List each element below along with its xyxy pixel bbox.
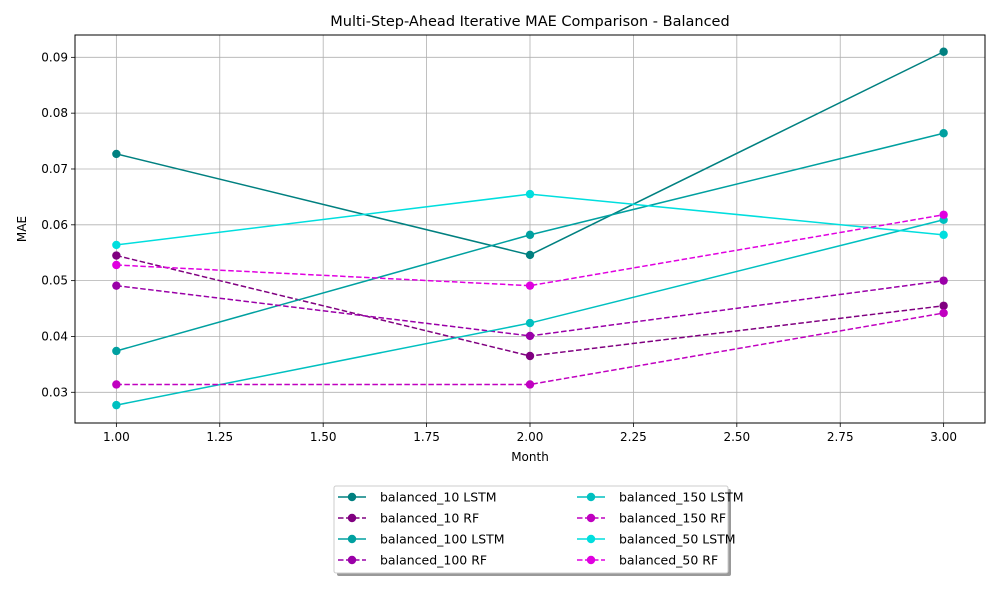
y-tick-label: 0.03	[41, 385, 68, 399]
tick-layer: 1.00 1.25 1.50 1.75 2.00 2.25 2.50 2.75 3.00 0.03…	[41, 50, 957, 444]
legend-item: balanced_50 RF	[577, 553, 718, 568]
data-point	[525, 250, 535, 260]
y-tick-label: 0.08	[41, 106, 68, 120]
legend-label: balanced_10 RF	[380, 511, 479, 526]
grid	[75, 35, 985, 423]
x-tick-label: 1.50	[310, 430, 337, 444]
legend-marker	[347, 513, 357, 523]
data-point	[112, 400, 121, 410]
series-balanced-10-lstm	[112, 47, 948, 260]
data-point	[939, 230, 948, 240]
data-point	[112, 346, 121, 356]
legend-label: balanced_100 RF	[380, 553, 487, 568]
legend-label: balanced_100 LSTM	[380, 532, 505, 547]
y-tick-label: 0.09	[41, 50, 68, 64]
x-tick-label: 3.00	[930, 430, 957, 444]
legend-label: balanced_50 LSTM	[619, 532, 736, 547]
data-point	[112, 260, 121, 270]
legend-marker	[347, 555, 357, 565]
data-point	[525, 281, 535, 290]
legend-marker	[586, 513, 596, 523]
x-tick-label: 1.75	[413, 430, 440, 444]
data-point	[525, 230, 535, 240]
series-line	[116, 312, 944, 386]
data-point	[939, 301, 948, 310]
data-point	[939, 129, 948, 138]
chart-title: Multi-Step-Ahead Iterative MAE Compariso…	[330, 14, 729, 30]
y-tick-label: 0.07	[41, 162, 68, 176]
x-tick-label: 1.00	[103, 430, 130, 444]
legend-marker	[347, 492, 357, 502]
data-point	[525, 351, 535, 361]
series-balanced-150-rf	[112, 308, 948, 389]
y-tick-label: 0.05	[41, 274, 68, 288]
legend-marker	[347, 534, 357, 544]
data-point	[939, 308, 948, 318]
legend-item: balanced_50 LSTM	[577, 532, 736, 547]
legend-frame	[333, 485, 729, 574]
data-point	[939, 276, 948, 285]
x-tick-label: 2.75	[827, 430, 854, 444]
data-point	[112, 240, 121, 250]
data-point	[939, 47, 948, 56]
data-point	[939, 210, 948, 219]
legend-label: balanced_10 LSTM	[380, 490, 497, 505]
y-axis-label: MAE	[15, 216, 29, 242]
series-balanced-50-lstm	[112, 189, 948, 250]
y-tick-label: 0.04	[41, 329, 68, 343]
legend-marker	[586, 555, 596, 565]
data-point	[525, 318, 535, 328]
x-tick-label: 1.25	[206, 430, 233, 444]
legend-label: balanced_150 LSTM	[619, 490, 744, 505]
legend-item: balanced_10 LSTM	[338, 490, 497, 505]
data-point	[112, 380, 121, 389]
data-point	[525, 380, 535, 389]
legend-item: balanced_10 RF	[338, 511, 479, 526]
data-point	[112, 251, 121, 260]
data-point	[525, 331, 535, 341]
legend-item: balanced_150 LSTM	[577, 490, 744, 505]
legend-item: balanced_100 RF	[338, 553, 487, 568]
series-line	[116, 214, 944, 287]
series-balanced-100-rf	[112, 276, 948, 341]
legend-marker	[586, 492, 596, 502]
legend-label: balanced_50 RF	[619, 553, 718, 568]
legend-marker	[586, 534, 596, 544]
data-point	[112, 149, 121, 159]
data-point	[112, 281, 121, 290]
legend: balanced_10 LSTM balanced_10 RF balanced_1…	[333, 485, 744, 576]
y-tick-label: 0.06	[41, 218, 68, 232]
legend-label: balanced_150 RF	[619, 511, 726, 526]
x-tick-label: 2.50	[723, 430, 750, 444]
series-balanced-150-lstm	[112, 215, 948, 410]
series-balanced-100-lstm	[112, 129, 948, 356]
series-balanced-50-rf	[112, 210, 948, 290]
data-point	[525, 189, 535, 199]
x-axis-label: Month	[511, 450, 549, 464]
x-tick-label: 2.00	[517, 430, 544, 444]
legend-item: balanced_150 RF	[577, 511, 726, 526]
series-balanced-10-rf	[112, 251, 948, 361]
series-layer	[112, 47, 948, 410]
legend-item: balanced_100 LSTM	[338, 532, 505, 547]
x-tick-label: 2.25	[620, 430, 647, 444]
